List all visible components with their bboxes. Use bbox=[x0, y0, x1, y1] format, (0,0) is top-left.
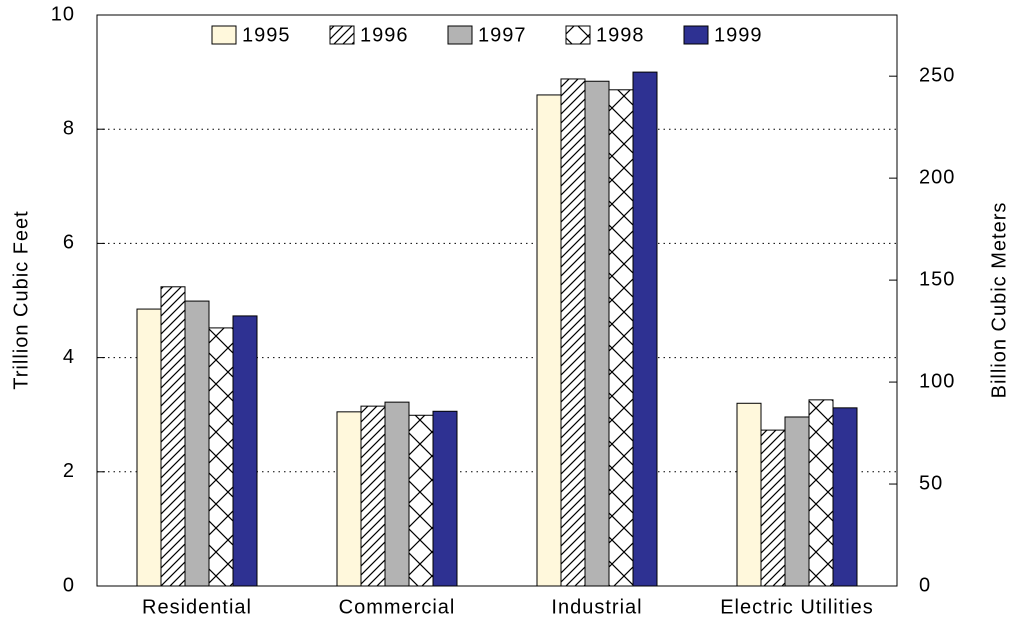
bar bbox=[608, 89, 634, 587]
y2-tick-label: 150 bbox=[919, 268, 955, 290]
y2-tick-label: 250 bbox=[919, 64, 955, 86]
y-tick-label: 8 bbox=[63, 117, 75, 139]
y2-axis-label: Billion Cubic Meters bbox=[988, 202, 1010, 399]
bar bbox=[760, 429, 786, 587]
bar bbox=[136, 308, 162, 587]
y2-tick-label: 100 bbox=[919, 370, 955, 392]
legend-label: 1995 bbox=[242, 24, 291, 46]
bar bbox=[408, 414, 434, 587]
legend-label: 1997 bbox=[478, 24, 527, 46]
y-tick-label: 10 bbox=[51, 3, 75, 25]
legend-label: 1998 bbox=[596, 24, 645, 46]
bar bbox=[384, 401, 410, 587]
y-tick-label: 6 bbox=[63, 232, 75, 254]
bar bbox=[336, 411, 362, 587]
legend-label: 1996 bbox=[360, 24, 409, 46]
bar bbox=[184, 300, 210, 587]
y2-tick-label: 0 bbox=[919, 574, 931, 596]
bar bbox=[808, 399, 834, 587]
y-tick-label: 4 bbox=[63, 346, 75, 368]
bar bbox=[232, 315, 258, 587]
bar bbox=[208, 327, 234, 587]
legend-swatch bbox=[211, 25, 237, 45]
bar bbox=[832, 407, 858, 587]
bar bbox=[584, 80, 610, 587]
legend-swatch bbox=[447, 25, 473, 45]
bar bbox=[536, 94, 562, 587]
bar bbox=[784, 416, 810, 587]
y2-tick-label: 200 bbox=[919, 166, 955, 188]
legend-swatch bbox=[329, 25, 355, 45]
legend-swatch bbox=[565, 25, 591, 45]
plot-frame bbox=[96, 14, 898, 587]
bar bbox=[160, 286, 186, 587]
y-tick-label: 2 bbox=[63, 460, 75, 482]
legend-label: 1999 bbox=[714, 24, 763, 46]
bar bbox=[560, 78, 586, 587]
bar bbox=[736, 402, 762, 587]
bar bbox=[632, 71, 658, 587]
y-tick-label: 0 bbox=[63, 574, 75, 596]
x-tick-label: Commercial bbox=[339, 596, 456, 618]
legend-swatch bbox=[683, 25, 709, 45]
bar bbox=[360, 405, 386, 587]
x-tick-label: Residential bbox=[142, 596, 252, 618]
y2-tick-label: 50 bbox=[919, 472, 943, 494]
x-tick-label: Electric Utilities bbox=[720, 596, 874, 618]
bar bbox=[432, 410, 458, 587]
x-tick-label: Industrial bbox=[551, 596, 642, 618]
y-axis-label: Trillion Cubic Feet bbox=[10, 210, 32, 389]
